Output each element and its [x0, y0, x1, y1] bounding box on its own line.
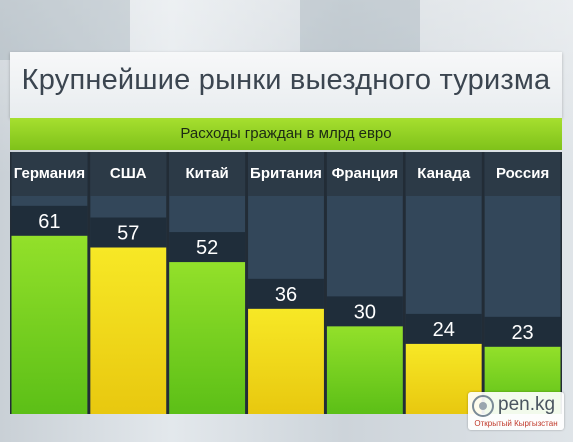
- column-header-band: [326, 152, 403, 196]
- page-title: Крупнейшие рынки выездного туризма: [21, 64, 551, 96]
- chart-panel: Германия 61 США 57 Китай 52 Британия 36 Франция 3…: [10, 152, 562, 414]
- watermark-logo: pen.kg Открытый Кыргызстан: [468, 392, 564, 430]
- value-label-band: [248, 278, 324, 309]
- category-label: Британия: [250, 165, 322, 182]
- category-label: Франция: [332, 165, 399, 182]
- column-header-band: [169, 152, 246, 196]
- backdrop-screen: [0, 0, 130, 60]
- watermark-tagline: Открытый Кыргызстан: [474, 419, 558, 428]
- value-label-band: [326, 296, 403, 327]
- column-header-band: [248, 152, 324, 196]
- category-label: Канада: [417, 165, 471, 182]
- bar-3: [248, 308, 324, 414]
- column-header-band: [405, 152, 482, 196]
- value-label-band: [90, 217, 167, 248]
- watermark-name: pen.kg: [498, 394, 556, 415]
- value-label-band: [11, 205, 88, 236]
- column-header-band: [11, 152, 88, 196]
- value-label: 30: [354, 301, 376, 323]
- value-label-band: [405, 313, 482, 344]
- category-label: Россия: [496, 165, 549, 182]
- bar-2: [169, 262, 246, 414]
- category-label: США: [110, 165, 147, 182]
- title-panel: Крупнейшие рынки выездного туризма: [10, 52, 562, 118]
- chart-subtitle: Расходы граждан в млрд евро: [180, 125, 392, 142]
- bar-0: [11, 235, 88, 414]
- value-label: 23: [511, 322, 533, 344]
- backdrop-screen: [300, 0, 420, 60]
- value-label: 61: [38, 211, 60, 233]
- bar-4: [326, 326, 403, 414]
- category-label: Германия: [14, 165, 85, 182]
- value-label-band: [169, 232, 246, 263]
- value-label: 52: [196, 237, 218, 259]
- value-label: 36: [275, 284, 297, 306]
- bar-1: [90, 247, 167, 414]
- column-header-band: [90, 152, 167, 196]
- camera-lens-icon: [472, 395, 494, 417]
- subtitle-bar: Расходы граждан в млрд евро: [10, 118, 562, 150]
- value-label: 57: [117, 223, 139, 245]
- bar-chart: Германия 61 США 57 Китай 52 Британия 36 Франция 3…: [11, 152, 561, 414]
- column-header-band: [484, 152, 561, 196]
- value-label-band: [484, 316, 561, 347]
- value-label: 24: [433, 319, 455, 341]
- category-label: Китай: [185, 165, 228, 182]
